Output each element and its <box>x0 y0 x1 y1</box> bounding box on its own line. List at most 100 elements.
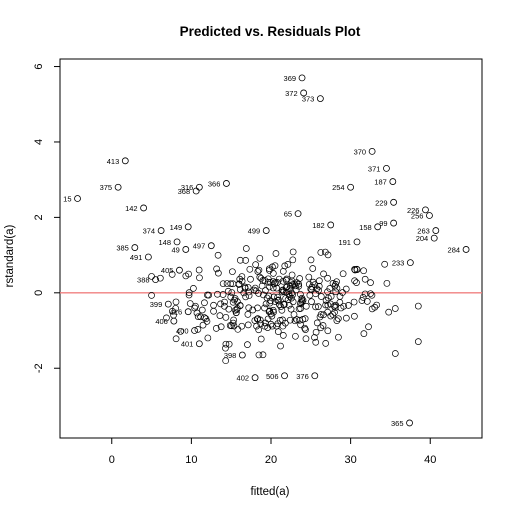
cluster-point <box>279 331 287 339</box>
cluster-point <box>269 263 276 271</box>
cluster-point <box>391 350 399 357</box>
cluster-point <box>289 291 297 299</box>
y-axis: -2 0 2 4 6 <box>33 63 60 373</box>
point-label: 497 <box>193 242 206 251</box>
cluster-point <box>331 304 339 311</box>
cluster-point <box>297 305 304 312</box>
cluster-point <box>309 278 317 286</box>
cluster-point <box>210 307 217 315</box>
point-label: 99 <box>379 219 387 228</box>
point-label: 398 <box>224 351 237 360</box>
cluster-point <box>301 324 309 332</box>
cluster-point <box>229 268 236 276</box>
point-label: 400 <box>176 327 189 336</box>
cluster-point <box>257 335 265 343</box>
cluster-point <box>329 279 337 287</box>
cluster-point <box>215 269 222 277</box>
cluster-point <box>289 256 297 264</box>
cluster-point <box>186 300 194 307</box>
data-point <box>300 89 308 97</box>
cluster-point <box>295 282 303 290</box>
cluster-point <box>212 325 220 332</box>
cluster-point <box>414 338 422 345</box>
cluster-point <box>335 333 342 341</box>
point-label: 406 <box>155 317 168 326</box>
cluster-point <box>194 313 202 321</box>
cluster-point <box>313 319 321 327</box>
cluster-point <box>315 287 322 294</box>
point-label: 401 <box>181 340 194 349</box>
cluster-point <box>244 321 252 329</box>
cluster-point <box>235 281 243 288</box>
cluster-point <box>257 320 265 328</box>
cluster-point <box>315 277 323 285</box>
cluster-point <box>219 280 227 288</box>
x-tick-label: 10 <box>185 454 197 466</box>
cluster-point <box>279 286 287 294</box>
data-point <box>192 187 200 195</box>
cluster-point <box>236 302 244 309</box>
cluster-point <box>196 274 203 282</box>
cluster-point <box>290 311 298 318</box>
cluster-point <box>339 289 346 296</box>
data-point <box>406 259 414 267</box>
cluster-point <box>277 342 284 350</box>
point-label: 15 <box>63 195 71 204</box>
point-label: 368 <box>178 187 191 196</box>
data-point <box>164 300 172 308</box>
cluster-point <box>358 297 366 304</box>
cluster-point <box>365 323 372 331</box>
cluster-point <box>327 312 335 320</box>
cluster-point <box>295 280 302 288</box>
cluster-point <box>255 266 263 274</box>
cluster-point <box>282 295 289 302</box>
cluster-point <box>307 256 315 264</box>
cluster-point <box>234 325 242 333</box>
cluster-point <box>305 280 313 288</box>
cluster-point <box>219 291 227 298</box>
cluster-point <box>185 270 192 278</box>
cluster-point <box>227 280 235 288</box>
cluster-point <box>279 277 287 285</box>
data-point <box>195 183 203 191</box>
data-point <box>262 227 270 234</box>
data-point <box>462 246 470 253</box>
unlabeled-points <box>148 245 422 365</box>
data-point <box>152 276 159 284</box>
data-point <box>311 372 319 380</box>
cluster-point <box>214 290 221 298</box>
cluster-point <box>262 300 270 308</box>
point-label: 369 <box>284 74 297 83</box>
cluster-point <box>367 290 374 298</box>
cluster-point <box>312 303 319 311</box>
point-label: 191 <box>338 238 351 247</box>
cluster-point <box>312 328 320 336</box>
cluster-point <box>256 273 264 281</box>
cluster-point <box>302 335 310 343</box>
point-label: 506 <box>266 372 279 381</box>
cluster-point <box>275 296 282 304</box>
cluster-point <box>244 310 252 318</box>
point-label: 256 <box>411 212 424 221</box>
cluster-point <box>296 275 304 282</box>
data-point <box>74 195 81 202</box>
point-label: 65 <box>284 210 292 219</box>
data-point <box>389 178 397 185</box>
data-point <box>182 246 190 253</box>
data-point <box>422 206 429 214</box>
cluster-point <box>286 316 294 324</box>
point-label: 399 <box>150 300 163 309</box>
cluster-point <box>373 301 380 309</box>
point-label: 416 <box>170 308 183 317</box>
cluster-point <box>236 256 244 264</box>
point-label: 365 <box>391 419 404 428</box>
cluster-point <box>222 357 230 365</box>
cluster-point <box>217 300 224 308</box>
cluster-point <box>311 334 318 341</box>
point-label: 148 <box>159 238 172 247</box>
cluster-point <box>177 327 184 335</box>
cluster-point <box>267 297 274 305</box>
cluster-point <box>223 280 231 287</box>
cluster-point <box>345 302 352 309</box>
